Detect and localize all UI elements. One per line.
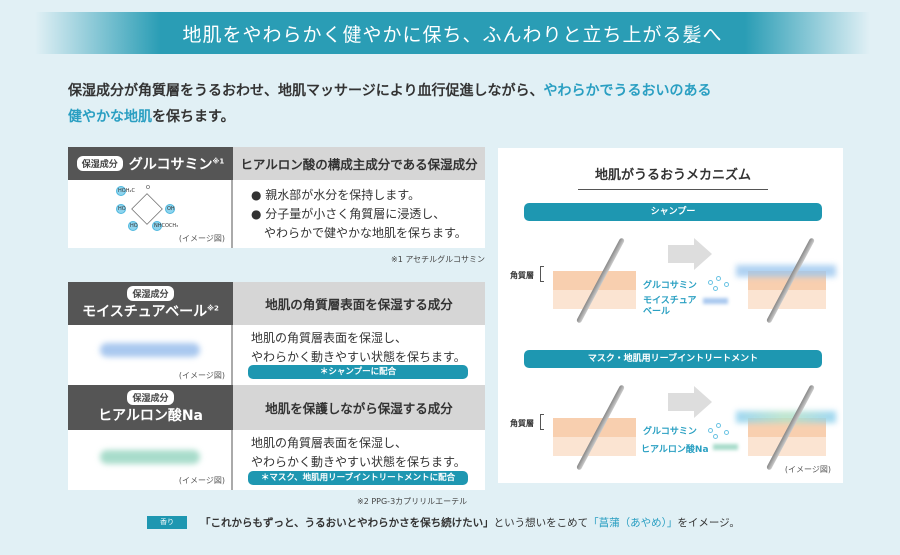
- moisture-veil-image: (イメージ図): [68, 325, 233, 385]
- ingredient-header-hyaluronic: 保湿成分 ヒアルロン酸Na: [68, 385, 233, 430]
- mol-label: O: [146, 185, 150, 191]
- molecule-diagram: HOH₂C O HO OH HO NHCOCH₃ (イメージ図): [68, 180, 233, 248]
- intro-text: 保湿成分が角質層をうるおわせ、地肌マッサージにより血行促進しながら、やわらかでう…: [68, 78, 828, 130]
- mol-label: HO: [130, 223, 138, 229]
- formula-pill: ＊シャンプーに配合: [248, 365, 468, 379]
- arrow-icon: [694, 238, 712, 270]
- desc-line: やわらかく動きやすい状態を保ちます。: [251, 350, 466, 364]
- desc-line: 地肌の角質層表面を保湿し、: [251, 436, 408, 450]
- arrow-icon: [694, 386, 712, 418]
- scent-tag: 香り: [147, 516, 187, 529]
- ingredient-label: モイスチュア ベール: [643, 296, 697, 317]
- ingredient-description: 地肌の角質層表面を保湿し、 やわらかく動きやすい状態を保ちます。 ＊シャンプーに…: [233, 325, 485, 385]
- ingredient-label: グルコサミン: [643, 427, 697, 437]
- footnote-mark: ※2: [207, 304, 219, 313]
- scent-end: をイメージ。: [677, 517, 740, 529]
- section-bar-shampoo: シャンプー: [524, 203, 822, 221]
- intro-highlight1: やわらかでうるおいのある: [543, 83, 712, 99]
- ingredient-role: 地肌を保護しながら保湿する成分: [233, 385, 485, 430]
- ingredient-description: ● 親水部が水分を保持します。 ● 分子量が小さく角質層に浸透し、 やわらかで健…: [233, 180, 485, 248]
- ingredient-tag: 保湿成分: [127, 286, 174, 301]
- mechanism-title: 地肌がうるおうメカニズム: [578, 164, 768, 190]
- mol-label: HO: [118, 206, 126, 212]
- ingredient-label: ヒアルロン酸Na: [641, 445, 709, 455]
- intro-part1: 保湿成分が角質層をうるおわせ、地肌マッサージにより血行促進しながら、: [68, 83, 544, 99]
- mol-label: NHCOCH₃: [154, 223, 179, 229]
- ingredient-name: モイスチュアベール: [82, 304, 208, 320]
- ingredient-description: 地肌の角質層表面を保湿し、 やわらかく動きやすい状態を保ちます。 ＊マスク、地肌…: [233, 430, 485, 490]
- layer-label: 角質層: [510, 271, 534, 280]
- intro-part2: を保ちます。: [152, 109, 235, 125]
- image-note: (イメージ図): [178, 234, 225, 243]
- bullet: 分子量が小さく角質層に浸透し、: [265, 207, 446, 221]
- scent-quote: 「これからもずっと、うるおいとやわらかさを保ち続けたい」: [200, 517, 494, 529]
- title-banner: 地肌をやわらかく健やかに保ち、ふんわりと立ち上がる髪へ: [35, 12, 870, 54]
- image-note: (イメージ図): [784, 465, 831, 474]
- intro-highlight2: 健やかな地肌: [68, 109, 152, 125]
- bullet: 親水部が水分を保持します。: [265, 188, 421, 202]
- banner-title: 地肌をやわらかく健やかに保ち、ふんわりと立ち上がる髪へ: [182, 23, 723, 46]
- ingredient-name: グルコサミン: [128, 156, 213, 173]
- formula-pill: ＊マスク、地肌用リーブイントリートメントに配合: [248, 471, 468, 485]
- section-bar-treatment: マスク・地肌用リーブイントリートメント: [524, 350, 822, 368]
- ingredient-header-glucosamine: 保湿成分 グルコサミン※1: [68, 147, 233, 180]
- scent-text: 「これからもずっと、うるおいとやわらかさを保ち続けたい」という想いをこめて「菖蒲…: [200, 515, 740, 530]
- layer-label: 角質層: [510, 419, 534, 428]
- desc-line: 地肌の角質層表面を保湿し、: [251, 331, 408, 345]
- mechanism-panel: 地肌がうるおうメカニズム シャンプー マスク・地肌用リーブイントリートメント 角…: [498, 148, 843, 483]
- scent-name: 「菖蒲（あやめ）」: [588, 517, 678, 529]
- footnote-2: ※2 PPG-3カプリリルエーテル: [357, 497, 468, 506]
- footnote-mark: ※1: [212, 156, 225, 165]
- ingredient-name: ヒアルロン酸Na: [97, 408, 204, 424]
- bullet-cont: やわらかで健やかな地肌を保ちます。: [264, 226, 467, 240]
- ingredient-role: ヒアルロン酸の構成主成分である保湿成分: [233, 147, 485, 180]
- ingredient-tag: 保湿成分: [127, 390, 174, 405]
- ingredient-header-moisture-veil: 保湿成分 モイスチュアベール※2: [68, 282, 233, 325]
- desc-line: やわらかく動きやすい状態を保ちます。: [251, 455, 466, 469]
- ingredient-tag: 保湿成分: [76, 156, 123, 171]
- image-note: (イメージ図): [178, 476, 225, 485]
- scent-mid: という想いをこめて: [493, 517, 589, 529]
- footnote-1: ※1 アセチルグルコサミン: [390, 255, 485, 264]
- mol-label: OH: [167, 206, 175, 212]
- hyaluronic-image: (イメージ図): [68, 430, 233, 490]
- mol-label: HOH₂C: [118, 188, 135, 194]
- image-note: (イメージ図): [178, 371, 225, 380]
- ingredient-role: 地肌の角質層表面を保湿する成分: [233, 282, 485, 325]
- ingredient-label: グルコサミン: [643, 281, 697, 291]
